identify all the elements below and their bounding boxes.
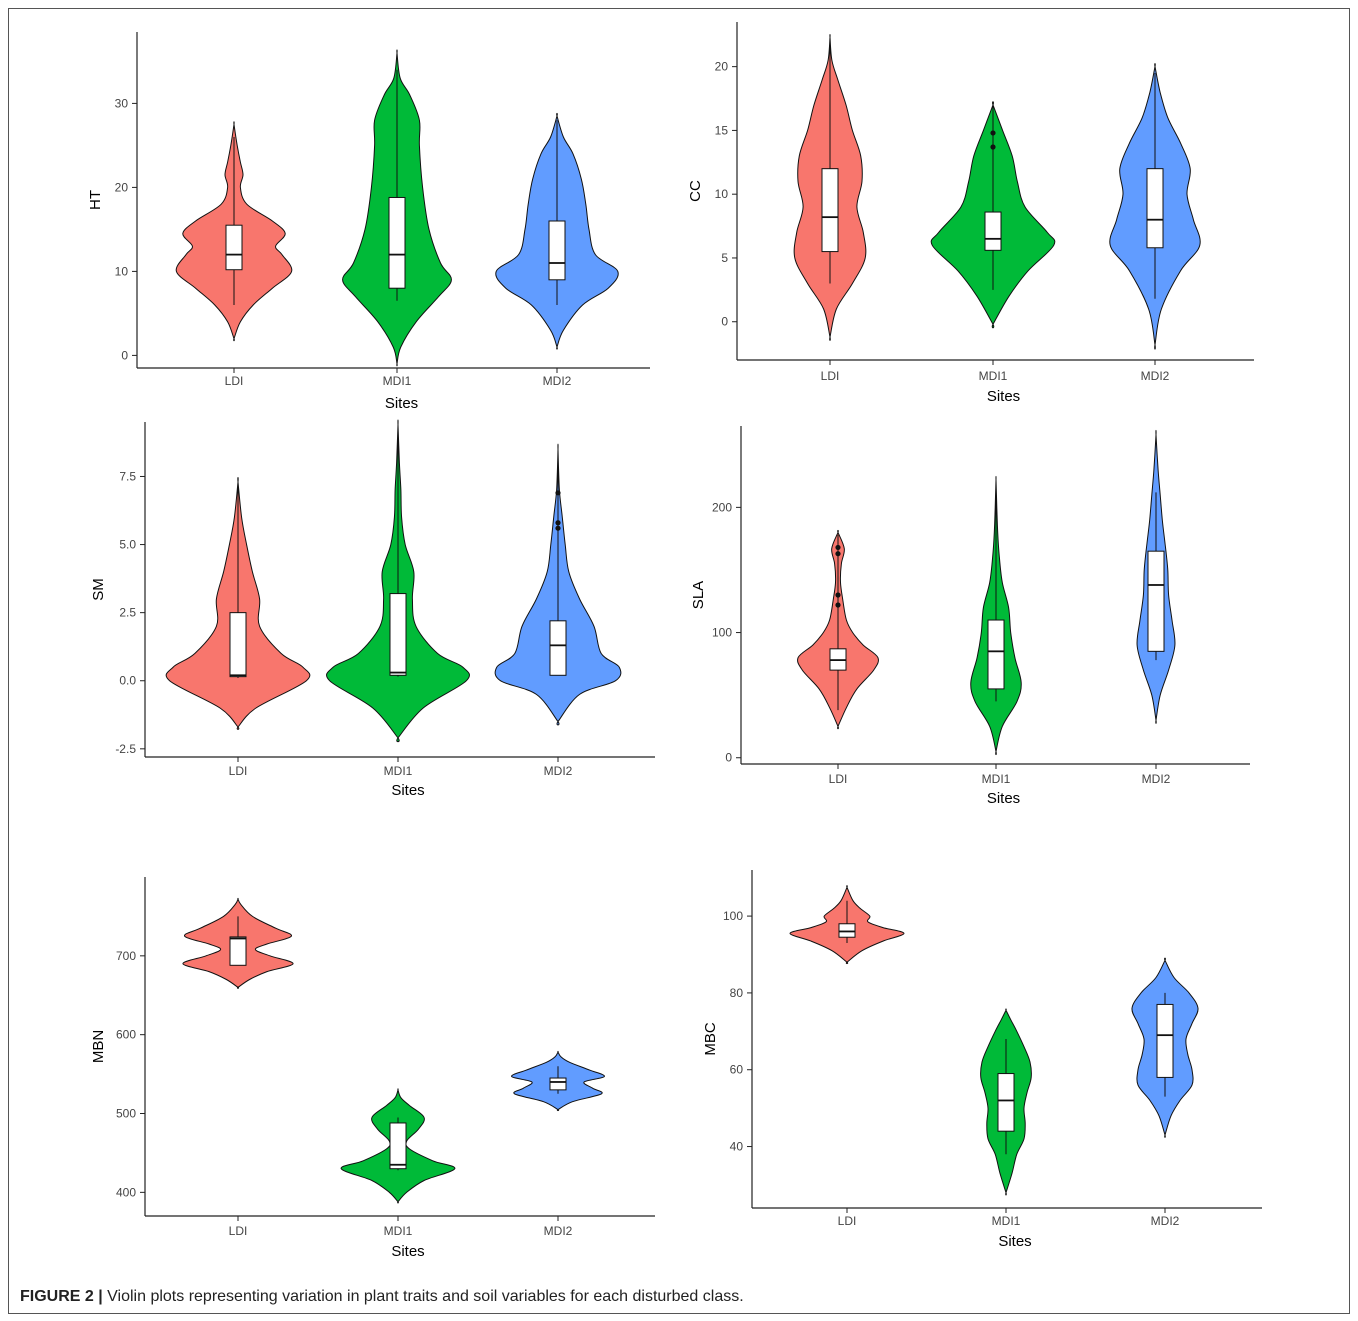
x-tick-label: LDI [225,374,244,388]
y-axis-label: SLA [690,581,707,609]
y-tick-label: 60 [730,1063,744,1077]
x-tick-label: MDI2 [544,1224,573,1238]
box-ldi [821,168,839,253]
figure-caption: FIGURE 2 | Violin plots representing var… [20,1288,744,1306]
y-tick-label: 400 [116,1185,136,1199]
x-tick-label: MDI2 [544,764,573,778]
y-tick-label: 10 [115,264,129,278]
y-axis-label: CC [687,180,704,202]
box-ldi [229,936,247,966]
box-mdi2 [1147,550,1165,652]
outlier-point [835,551,841,557]
box-mdi2 [549,620,567,676]
y-axis-label: HT [87,190,104,210]
caption-text: Violin plots representing variation in p… [102,1288,744,1305]
outlier-point [835,592,841,598]
outlier-point [555,525,561,531]
y-tick-label: 5.0 [119,538,136,552]
outlier-point [555,520,561,526]
x-axis-label: Sites [998,1233,1031,1250]
outlier-point [835,544,841,551]
x-axis-label: Sites [385,395,418,412]
x-tick-label: LDI [838,1214,857,1228]
x-tick-label: MDI2 [1141,369,1170,383]
box-mdi2 [1146,168,1164,249]
x-tick-label: MDI2 [1151,1214,1180,1228]
y-axis-label: MBC [702,1022,719,1056]
y-tick-label: 0 [725,751,732,765]
y-tick-label: 80 [730,986,744,1000]
y-tick-label: 20 [115,180,129,194]
x-tick-label: MDI1 [979,369,1008,383]
y-axis-label: SM [90,578,107,601]
violin-panel-sm: -2.5 0.0 2.5 5.0 7.5 LDI MDI1 MDI2 Sites SM [90,419,655,799]
box-mdi1 [987,619,1005,690]
x-tick-label: LDI [829,772,848,786]
y-axis-label: MBN [90,1030,107,1063]
y-tick-label: 10 [715,187,729,201]
x-tick-label: MDI1 [982,772,1011,786]
outlier-point [990,130,996,136]
y-tick-label: 0 [121,348,128,362]
box-mdi2 [548,220,566,281]
x-tick-label: MDI2 [1142,772,1171,786]
box-mdi2 [549,1077,567,1091]
y-tick-label: 700 [116,949,136,963]
violin-panel-ht: 0 10 20 30 LDI MDI1 MDI2 Sites HT [87,32,650,412]
x-axis-label: Sites [987,388,1020,405]
box-mdi1 [388,196,406,289]
outlier-point [555,490,561,496]
x-axis-label: Sites [391,782,424,799]
x-axis-label: Sites [391,1243,424,1260]
y-tick-label: 100 [723,909,743,923]
y-tick-label: 30 [115,96,129,110]
box-mdi2 [1156,1003,1174,1078]
violin-panel-cc: 0 5 10 15 20 LDI MDI1 MDI2 Sites CC [687,22,1254,405]
x-tick-label: MDI1 [992,1214,1021,1228]
y-tick-label: 5 [721,251,728,265]
x-tick-label: MDI1 [384,1224,413,1238]
caption-label: FIGURE 2 | [20,1288,103,1305]
y-tick-label: 100 [712,626,732,640]
violin-panel-sla: 0 100 200 LDI MDI1 MDI2 Sites SLA [690,426,1250,807]
x-tick-label: MDI1 [383,374,412,388]
x-axis-label: Sites [987,790,1020,807]
outlier-point [835,602,841,608]
y-tick-label: 20 [715,60,729,74]
box-ldi [838,923,856,938]
y-tick-label: 2.5 [119,606,136,620]
box-mdi1 [389,1122,407,1170]
x-tick-label: MDI1 [384,764,413,778]
box-mdi1 [984,211,1002,251]
y-tick-label: 40 [730,1140,744,1154]
box-mdi1 [389,593,407,676]
y-tick-label: -2.5 [115,742,136,756]
x-tick-label: MDI2 [543,374,572,388]
box-ldi [225,224,243,271]
violin-panel-mbc: 40 60 80 100 LDI MDI1 MDI2 Sites MBC [702,870,1262,1250]
y-tick-label: 200 [712,500,732,514]
violin-panel-mbn: 400 500 600 700 LDI MDI1 MDI2 Sites MBN [90,877,655,1260]
outlier-point [990,144,996,150]
y-tick-label: 0.0 [119,674,136,688]
y-tick-label: 600 [116,1028,136,1042]
y-tick-label: 0 [721,315,728,329]
x-tick-label: LDI [229,764,248,778]
x-tick-label: LDI [821,369,840,383]
y-tick-label: 7.5 [119,469,136,483]
x-tick-label: LDI [229,1224,248,1238]
y-tick-label: 15 [715,123,729,137]
box-mdi1 [997,1073,1015,1132]
y-tick-label: 500 [116,1107,136,1121]
box-ldi [229,612,247,678]
